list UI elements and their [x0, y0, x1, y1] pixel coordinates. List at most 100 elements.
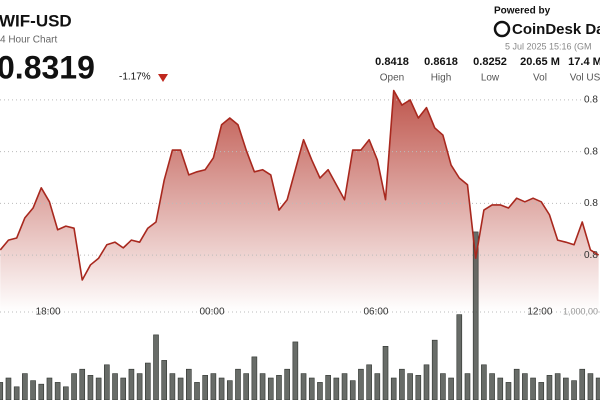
stat-label: Open: [380, 73, 404, 84]
volume-bar: [218, 377, 225, 401]
brand: CoinDesk Dat: [512, 21, 600, 38]
volume-bar: [423, 364, 430, 401]
volume-bar: [54, 382, 61, 401]
volume-bar: [243, 373, 249, 401]
volume-bar: [169, 373, 176, 401]
volume-bar: [415, 375, 422, 401]
volume-bar: [587, 373, 594, 401]
volume-bar: [595, 377, 600, 401]
volume-bar: [0, 382, 4, 401]
stat-label: Vol: [533, 73, 547, 84]
volume-bar: [194, 382, 200, 401]
timestamp: 5 Jul 2025 15:16 (GM: [505, 41, 592, 51]
volume-bar: [325, 375, 331, 401]
volume-bar: [431, 339, 438, 401]
volume-bar: [112, 373, 118, 401]
volume-bar: [464, 373, 471, 401]
ticker: WIF-USD: [0, 11, 72, 30]
price-line: [0, 89, 600, 281]
volume-bar: [530, 377, 536, 401]
volume-bar: [251, 356, 258, 401]
volume-bar: [448, 377, 454, 401]
plot: 0.8 0.8 0.8 0.8 18:00 00:00 06:00 12:00 1,000,00: [0, 89, 600, 401]
volume-bar: [489, 373, 495, 401]
stat-value: 0.8618: [424, 56, 458, 68]
volume-bar: [341, 373, 348, 401]
volume-bar: [161, 360, 168, 401]
stat-value: 17.4 M: [568, 56, 600, 68]
volume-bar: [71, 373, 77, 401]
volume-bar: [5, 377, 12, 401]
volume-bar: [185, 368, 192, 401]
volume-bar: [267, 377, 274, 401]
volume-bar: [538, 382, 545, 401]
volume-bar: [390, 377, 397, 401]
volume-bar: [210, 373, 217, 401]
volume-bar: [374, 373, 381, 401]
volume-bar: [333, 377, 340, 401]
volume-bar: [136, 373, 143, 401]
brand-logo: [493, 20, 511, 38]
volume-bar: [292, 341, 299, 401]
stat-value: 0.8252: [473, 56, 507, 68]
volume-bar: [563, 377, 569, 401]
volume-bar: [38, 383, 45, 401]
volume-bar: [235, 368, 241, 401]
stats: 0.8418 Open 0.8618 High 0.8252 Low 20.65 M Vol 1…: [375, 56, 600, 84]
volume-bar: [440, 373, 446, 401]
volume-bar: [505, 382, 512, 401]
y-tick-label: 0.8: [584, 95, 598, 106]
volume-bar: [481, 364, 487, 401]
volume-bar: [104, 364, 110, 401]
down-arrow: [158, 74, 168, 82]
stat-value: 20.65 M: [520, 56, 560, 68]
volume-bar: [128, 368, 135, 401]
price: 0.8319: [0, 49, 95, 85]
volume-bar: [399, 368, 405, 401]
volume-bar: [153, 334, 159, 401]
volume-bar: [300, 373, 307, 401]
volume-bar: [308, 377, 315, 401]
stat-label: Low: [481, 73, 500, 84]
powered-by: Powered by: [494, 6, 551, 17]
volume-bar: [513, 368, 520, 401]
stat-value: 0.8418: [375, 56, 409, 68]
x-tick-label: 00:00: [200, 307, 225, 318]
volume-bar: [349, 380, 356, 401]
volume-bar: [79, 368, 86, 401]
volume-bar: [202, 375, 208, 401]
volume-bar: [63, 386, 69, 401]
volume-bar: [358, 368, 364, 401]
volume-bar: [497, 377, 504, 401]
volume-bar: [120, 377, 127, 401]
volume-bar: [554, 373, 561, 401]
volume-bar: [259, 373, 266, 401]
volume-bar: [30, 380, 36, 401]
volume-bar: [276, 375, 282, 401]
volume-bar: [284, 368, 290, 401]
volume-tick-label: 1,000,00: [563, 306, 598, 316]
y-tick-label: 0.8: [584, 146, 598, 157]
subtitle: 4 Hour Chart: [0, 35, 57, 46]
volume-bar: [226, 380, 233, 401]
volume-bar: [522, 373, 528, 401]
area-fill: [0, 90, 599, 312]
volume-bar: [177, 377, 184, 401]
volume-bar: [13, 386, 20, 401]
stat-label: Vol US: [570, 73, 600, 84]
volume-bar: [95, 377, 102, 401]
volume-bar: [456, 314, 463, 401]
volume-bar: [579, 368, 586, 401]
stat-label: High: [431, 73, 452, 84]
x-tick-label: 18:00: [36, 307, 61, 318]
change: -1.17%: [119, 72, 151, 83]
volume-bar: [87, 375, 94, 401]
volume-bar: [382, 346, 389, 401]
x-tick-label: 12:00: [527, 307, 552, 318]
volume-bar: [22, 373, 28, 401]
x-tick-label: 06:00: [363, 307, 388, 318]
y-tick-label: 0.8: [584, 198, 598, 209]
volume-bar: [546, 375, 553, 401]
